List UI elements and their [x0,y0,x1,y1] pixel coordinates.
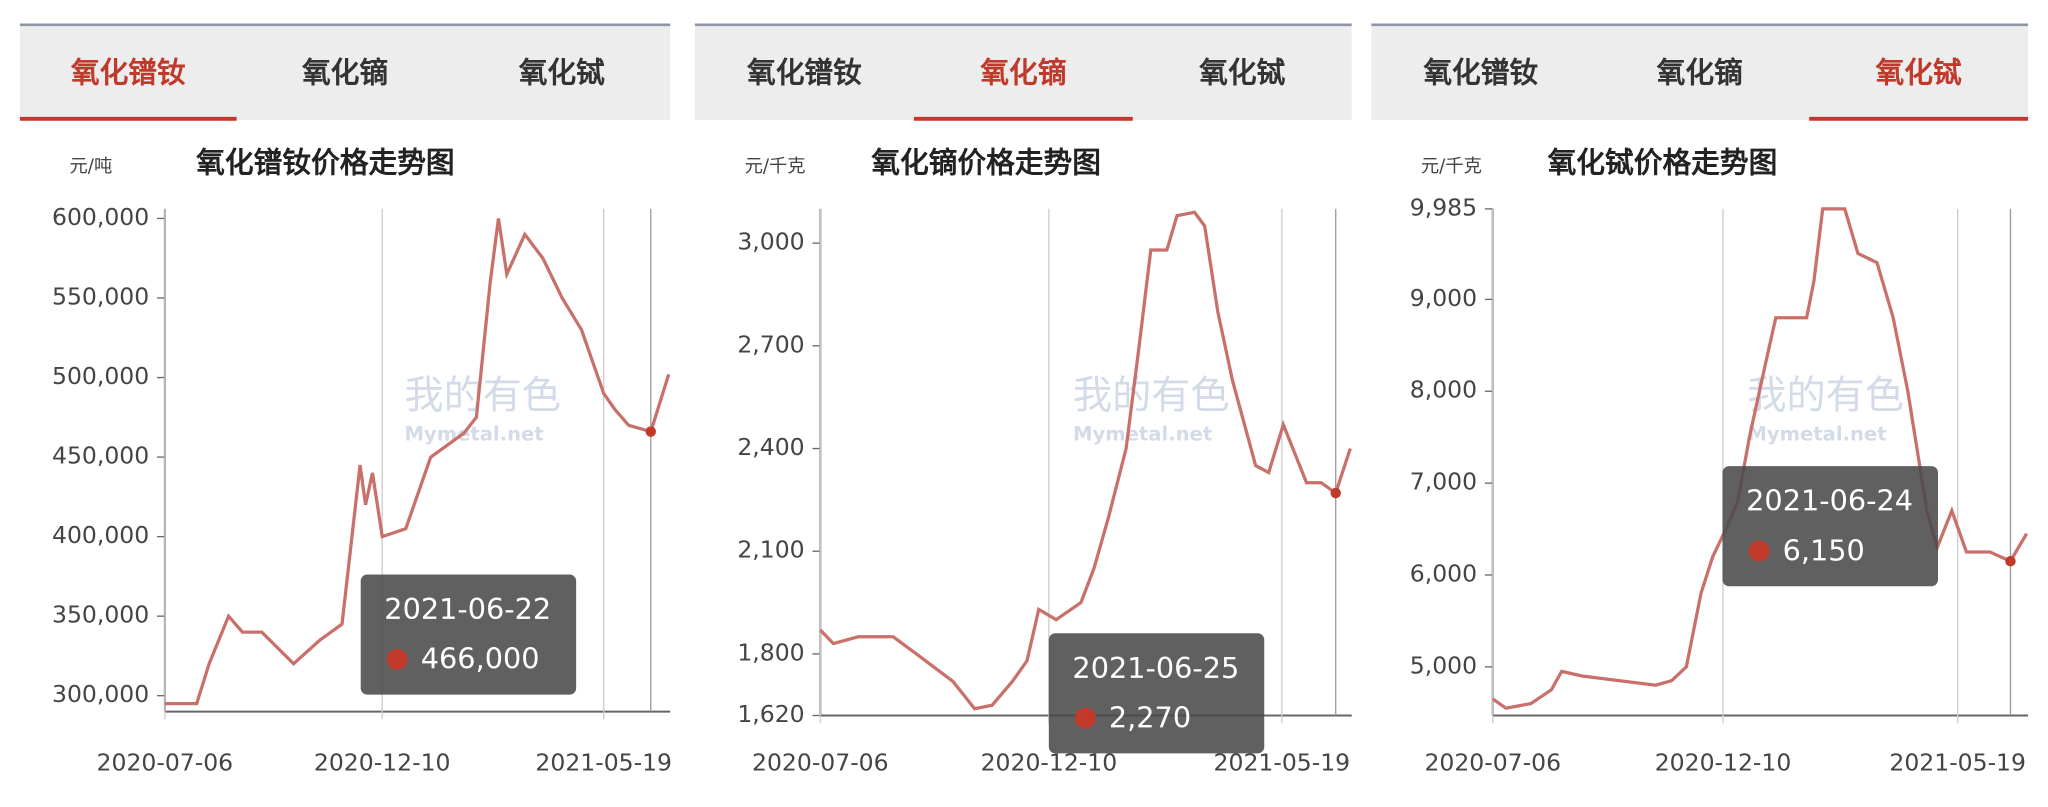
tooltip-value: 2,270 [1109,700,1191,734]
tooltip-dot [1074,707,1096,729]
tooltip-date: 2021-06-24 [1746,484,1913,518]
tooltip-value: 466,000 [421,642,540,676]
watermark: 我的有色 [1747,374,1904,419]
x-tick-label: 2021-05-19 [1889,748,2026,776]
y-tick-label: 2,400 [737,433,804,461]
price-line [164,218,671,706]
y-tick-label: 9,000 [1410,284,1477,312]
tab[interactable]: 氧化镝 [1657,55,1743,89]
y-tick-label: 2,700 [737,330,804,358]
y-tick-label: 8,000 [1410,376,1477,404]
tab[interactable]: 氧化镨钕 [1423,55,1538,89]
hover-point [1330,487,1341,499]
y-tick-label: 600,000 [52,203,149,231]
y-tick-label: 1,620 [737,700,804,728]
tab[interactable]: 氧化铽 [519,55,605,89]
tab-bar [19,26,671,121]
y-tick-label: 6,000 [1410,559,1477,587]
y-tick-label: 9,985 [1410,193,1477,221]
y-tick-label: 550,000 [52,282,149,310]
hover-point [2005,555,2016,567]
chart-title: 氧化铽价格走势图 [1548,146,1778,180]
x-tick-label: 2020-07-06 [97,748,234,776]
y-tick-label: 1,800 [737,638,804,666]
watermark: Mymetal.net [1073,422,1212,445]
watermark: Mymetal.net [404,422,543,445]
tab-bar [1371,26,2029,121]
y-tick-label: 450,000 [52,442,149,470]
hover-point [645,426,656,437]
x-tick-label: 2020-07-06 [752,748,889,776]
tooltip-dot [386,648,408,670]
x-tick-label: 2020-12-10 [314,748,451,776]
price-line [819,210,1352,711]
y-tick-label: 2,100 [737,536,804,564]
tab[interactable]: 氧化镨钕 [747,55,862,89]
tooltip [1048,633,1265,754]
chart-title: 氧化镝价格走势图 [871,146,1101,180]
tooltip [360,574,577,695]
tab-bar [694,26,1352,121]
y-unit: 元/千克 [745,156,806,177]
y-tick-label: 400,000 [52,521,149,549]
y-tick-label: 7,000 [1410,468,1477,496]
watermark: Mymetal.net [1747,422,1886,445]
tooltip-date: 2021-06-25 [1072,651,1239,685]
tab[interactable]: 氧化铽 [1199,55,1285,89]
x-tick-label: 2021-05-19 [535,748,672,776]
watermark: 我的有色 [404,374,561,419]
panel [1371,23,2029,794]
chart-title: 氧化镨钕价格走势图 [196,146,454,180]
tab[interactable]: 氧化铽 [1876,55,1962,89]
y-unit: 元/吨 [70,156,113,177]
tooltip-value: 6,150 [1783,533,1865,567]
tab[interactable]: 氧化镝 [980,55,1066,89]
y-tick-label: 500,000 [52,362,149,390]
y-unit: 元/千克 [1421,156,1482,177]
x-tick-label: 2020-12-10 [1655,748,1792,776]
tab[interactable]: 氧化镝 [302,55,388,89]
y-tick-label: 3,000 [737,228,804,256]
x-tick-label: 2020-07-06 [1424,748,1561,776]
y-tick-label: 5,000 [1410,651,1477,679]
tooltip [1722,466,1938,587]
y-tick-label: 300,000 [52,680,149,708]
tooltip-date: 2021-06-22 [384,592,551,626]
watermark: 我的有色 [1073,374,1230,419]
tooltip-dot [1748,540,1770,562]
tab[interactable]: 氧化镨钕 [71,55,186,89]
y-tick-label: 350,000 [52,601,149,629]
